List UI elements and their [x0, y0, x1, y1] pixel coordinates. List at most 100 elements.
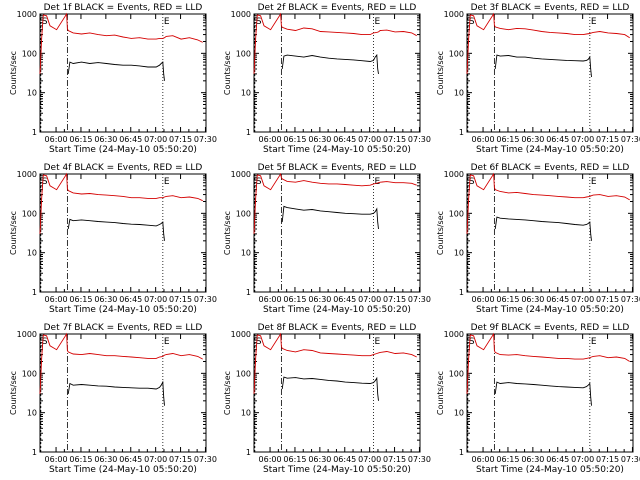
event-marker-label: S	[469, 17, 475, 27]
event-marker-label: E	[591, 17, 597, 27]
x-tick-label: 07:00	[358, 295, 381, 304]
plot-frame	[466, 173, 634, 293]
y-tick-label: 1000	[444, 330, 464, 339]
x-tick-label: 06:30	[94, 135, 117, 144]
plot-frame	[39, 173, 207, 293]
x-axis-title: Start Time (24-May-10 05:50:20)	[263, 305, 411, 315]
x-tick-label: 06:15	[283, 455, 306, 464]
event-marker-label: E	[375, 337, 381, 347]
series-lld-line	[253, 332, 417, 394]
y-tick-label: 10	[454, 89, 464, 98]
y-tick-label: 100	[236, 209, 251, 218]
chart-title: Det 7f BLACK = Events, RED = LLD	[44, 323, 203, 333]
series-events-line	[494, 54, 592, 78]
x-axis-title: Start Time (24-May-10 05:50:20)	[476, 305, 624, 315]
series-lld-line	[466, 332, 630, 394]
plot-frame	[39, 333, 207, 453]
event-marker-label: S	[256, 337, 262, 347]
series-events-line	[67, 61, 165, 81]
x-tick-label: 06:00	[45, 295, 68, 304]
x-tick-label: 06:45	[333, 135, 356, 144]
y-tick-label: 100	[22, 209, 37, 218]
plot-frame	[39, 13, 207, 133]
chart-title: Det 8f BLACK = Events, RED = LLD	[258, 323, 417, 333]
x-tick-label: 06:45	[333, 455, 356, 464]
x-tick-label: 06:45	[546, 455, 569, 464]
event-marker-label: S	[256, 17, 262, 27]
y-tick-label: 1	[459, 128, 464, 137]
event-marker-label: E	[375, 177, 381, 187]
x-tick-label: 07:15	[169, 295, 192, 304]
series-events-line	[67, 218, 165, 241]
x-tick-label: 06:15	[283, 295, 306, 304]
chart-panel-4: Det 4f BLACK = Events, RED = LLD 1 10 100 10…	[9, 163, 217, 315]
x-tick-label: 07:15	[596, 455, 619, 464]
x-tick-label: 07:30	[194, 455, 217, 464]
event-marker-label: E	[164, 337, 170, 347]
series-lld-line	[466, 12, 630, 74]
x-tick-label: 07:30	[621, 295, 640, 304]
y-tick-label: 10	[454, 249, 464, 258]
y-tick-label: 10	[454, 409, 464, 418]
chart-panel-6: Det 6f BLACK = Events, RED = LLD 1 10 100 10…	[436, 163, 640, 315]
x-tick-label: 06:45	[546, 295, 569, 304]
y-tick-label: 1000	[231, 10, 251, 19]
y-tick-label: 100	[449, 209, 464, 218]
y-tick-label: 1000	[444, 10, 464, 19]
x-tick-label: 07:15	[169, 135, 192, 144]
y-axis-title: Counts/sec	[9, 51, 18, 95]
series-lld-line	[466, 172, 630, 234]
chart-title: Det 5f BLACK = Events, RED = LLD	[258, 163, 417, 173]
y-axis-title: Counts/sec	[436, 371, 445, 415]
x-tick-label: 06:00	[472, 455, 495, 464]
chart-panel-9: Det 9f BLACK = Events, RED = LLD 1 10 100 10…	[436, 323, 640, 475]
event-marker-label: S	[42, 177, 48, 187]
y-axis-title: Counts/sec	[436, 51, 445, 95]
series-events-line	[494, 216, 592, 241]
x-axis-title: Start Time (24-May-10 05:50:20)	[49, 305, 197, 315]
event-marker-label: S	[42, 337, 48, 347]
x-tick-label: 06:30	[521, 135, 544, 144]
x-tick-label: 06:30	[94, 295, 117, 304]
y-tick-label: 100	[22, 369, 37, 378]
x-tick-label: 07:15	[169, 455, 192, 464]
x-tick-label: 06:15	[283, 135, 306, 144]
x-tick-label: 06:30	[521, 455, 544, 464]
x-tick-label: 06:00	[45, 455, 68, 464]
y-tick-label: 1	[459, 448, 464, 457]
x-axis-title: Start Time (24-May-10 05:50:20)	[476, 145, 624, 155]
x-tick-label: 07:30	[408, 455, 431, 464]
x-tick-label: 06:00	[259, 135, 282, 144]
event-marker-label: S	[469, 337, 475, 347]
event-marker-label: S	[42, 17, 48, 27]
y-axis-title: Counts/sec	[223, 371, 232, 415]
x-tick-label: 07:00	[571, 135, 594, 144]
y-tick-label: 10	[241, 249, 251, 258]
x-tick-label: 07:15	[383, 455, 406, 464]
plot-frame	[253, 173, 421, 293]
y-tick-label: 1000	[17, 10, 37, 19]
x-axis-title: Start Time (24-May-10 05:50:20)	[49, 465, 197, 475]
x-tick-label: 07:00	[571, 455, 594, 464]
chart-panel-2: Det 2f BLACK = Events, RED = LLD 1 10 100 10…	[223, 3, 431, 155]
x-tick-label: 06:00	[472, 135, 495, 144]
x-tick-label: 07:30	[621, 455, 640, 464]
x-axis-title: Start Time (24-May-10 05:50:20)	[263, 145, 411, 155]
x-tick-label: 07:00	[358, 135, 381, 144]
plot-frame	[253, 333, 421, 453]
x-tick-label: 06:30	[94, 455, 117, 464]
x-tick-label: 07:00	[571, 295, 594, 304]
x-tick-label: 06:15	[496, 135, 519, 144]
y-tick-label: 1000	[17, 170, 37, 179]
x-tick-label: 07:30	[621, 135, 640, 144]
event-marker-label: S	[256, 177, 262, 187]
series-events-line	[67, 380, 165, 406]
series-events-line	[281, 376, 379, 401]
y-tick-label: 100	[236, 369, 251, 378]
y-tick-label: 10	[27, 249, 37, 258]
x-tick-label: 07:30	[408, 295, 431, 304]
chart-panel-8: Det 8f BLACK = Events, RED = LLD 1 10 100 10…	[223, 323, 431, 475]
event-marker-label: E	[591, 337, 597, 347]
y-tick-label: 100	[236, 49, 251, 58]
event-marker-label: E	[164, 17, 170, 27]
